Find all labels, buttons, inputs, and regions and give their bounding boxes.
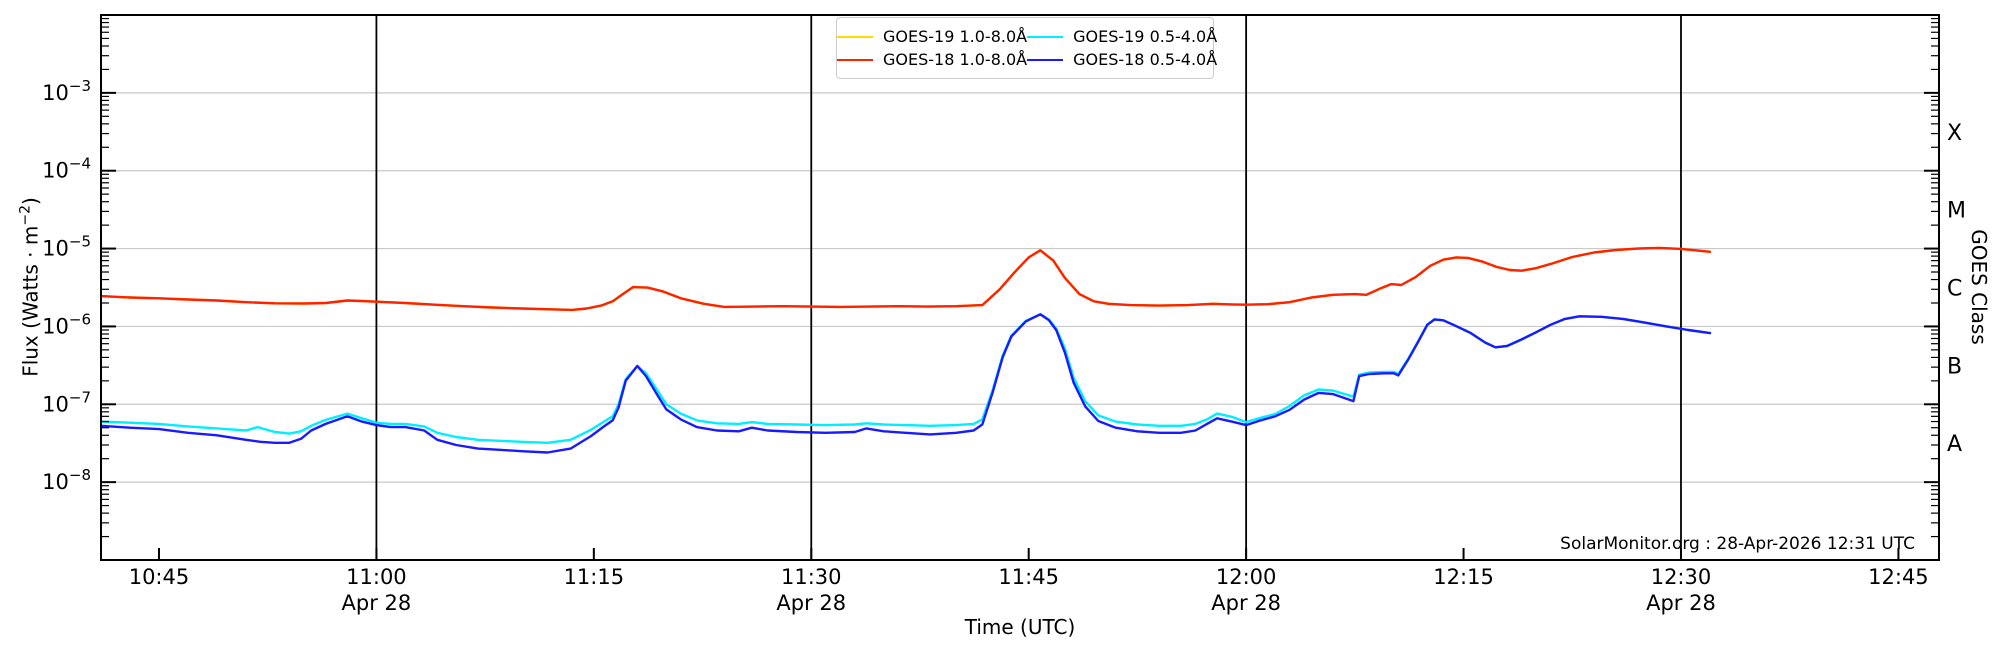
goes-class-letter-b: B: [1947, 354, 1962, 379]
axis-ticks: [101, 14, 1939, 561]
y-tick-label: 10−8: [42, 466, 91, 494]
x-tick-sublabel: Apr 28: [342, 591, 412, 615]
y-tick-label: 10−4: [42, 155, 91, 183]
legend-column: GOES-19 1.0-8.0Å GOES-18 1.0-8.0Å: [837, 18, 1027, 78]
plot-frame: [100, 14, 1940, 561]
legend-label: GOES-19 1.0-8.0Å: [883, 27, 1028, 46]
x-tick-label: 11:45: [998, 565, 1059, 589]
x-tick-label: 12:30: [1651, 565, 1712, 589]
time-axis-label: Time (UTC): [964, 615, 1076, 639]
legend-item-goes-18-0-5-4-0-: GOES-18 0.5-4.0Å: [1027, 50, 1217, 69]
legend-swatch-line: [1027, 58, 1064, 61]
y-tick-labels: 10−3 10−4 10−5 10−6 10−7 10−8: [42, 77, 91, 494]
legend-item-goes-19-1-0-8-0-: GOES-19 1.0-8.0Å: [837, 27, 1027, 46]
x-tick-label: 10:45: [129, 565, 190, 589]
x-tick-label: 12:15: [1433, 565, 1494, 589]
x-tick-sublabel: Apr 28: [1646, 591, 1716, 615]
goes-class-letter-x: X: [1947, 121, 1962, 146]
legend-swatch-line: [837, 35, 873, 38]
legend: GOES-19 1.0-8.0Å GOES-18 1.0-8.0Å GOES-19 …: [836, 17, 1217, 79]
series-goes-18-1-0-8-0-: [99, 246, 1712, 312]
goes-class-letters: X M C B A: [1947, 121, 1966, 457]
x-tick-label: 11:30: [781, 565, 842, 589]
legend-label: GOES-18 1.0-8.0Å: [883, 50, 1028, 69]
legend-swatch-line: [837, 58, 873, 61]
goes-class-letter-c: C: [1947, 277, 1962, 302]
flux-axis-label-sup: −2: [17, 205, 34, 226]
legend-label: GOES-19 0.5-4.0Å: [1073, 27, 1218, 46]
goes-class-letter-a: A: [1947, 432, 1962, 457]
gridlines: [101, 92, 1939, 483]
y-tick-label: 10−5: [42, 233, 91, 261]
legend-column: GOES-19 0.5-4.0Å GOES-18 0.5-4.0Å: [1027, 18, 1217, 78]
y-tick-label: 10−6: [42, 310, 91, 338]
x-tick-label: 12:00: [1216, 565, 1277, 589]
x-tick-label: 12:45: [1868, 565, 1929, 589]
x-tick-label: 11:00: [346, 565, 407, 589]
series-goes-19-0-5-4-0-: [99, 313, 1712, 444]
flux-axis-label-text: Flux (Watts · m: [18, 225, 43, 377]
y-tick-label: 10−7: [42, 388, 91, 416]
x-tick-sublabel: Apr 28: [1211, 591, 1281, 615]
goes-class-letter-m: M: [1947, 199, 1966, 224]
y-tick-label: 10−3: [42, 77, 91, 105]
goes-class-axis-label: GOES Class: [1967, 229, 1991, 345]
series-goes-18-0-5-4-0-: [99, 313, 1712, 454]
legend-item-goes-18-1-0-8-0-: GOES-18 1.0-8.0Å: [837, 50, 1027, 69]
legend-swatch-line: [1027, 35, 1064, 38]
day-boundary-lines: [375, 15, 1682, 560]
x-tick-label: 11:15: [564, 565, 625, 589]
legend-item-goes-19-0-5-4-0-: GOES-19 0.5-4.0Å: [1027, 27, 1217, 46]
legend-label: GOES-18 0.5-4.0Å: [1073, 50, 1218, 69]
flux-axis-label: Flux (Watts · m−2): [18, 197, 43, 377]
x-tick-sublabel: Apr 28: [776, 591, 846, 615]
flux-axis-label-close: ): [18, 197, 43, 206]
solarmonitor-timestamp: SolarMonitor.org : 28-Apr-2026 12:31 UTC: [1560, 534, 1915, 554]
